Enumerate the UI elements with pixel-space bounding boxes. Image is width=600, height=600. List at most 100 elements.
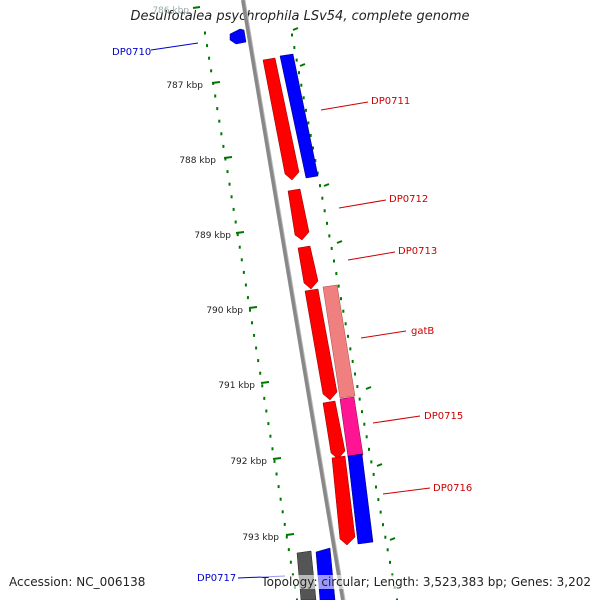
tick-label-788: 788 kbp bbox=[179, 156, 216, 166]
ruler-dot bbox=[321, 196, 324, 200]
ruler-dot bbox=[269, 434, 272, 438]
ruler-dots-right bbox=[291, 33, 398, 600]
label-dp0717[interactable]: DP0717 bbox=[197, 573, 236, 584]
ruler-dot bbox=[291, 573, 294, 577]
ruler-dot bbox=[314, 159, 317, 163]
ruler-dot bbox=[251, 321, 254, 325]
gene-dp0716-forward[interactable] bbox=[331, 455, 356, 546]
genes bbox=[229, 28, 374, 600]
leader-dp0712 bbox=[338, 199, 387, 209]
ruler-dot bbox=[384, 535, 387, 539]
ruler-dot bbox=[309, 133, 312, 137]
ruler-dot bbox=[377, 498, 380, 502]
ruler-dot bbox=[285, 535, 288, 539]
leader-gatb bbox=[360, 330, 407, 339]
gene-dp0711-reverse[interactable] bbox=[279, 53, 319, 179]
tick-mark bbox=[376, 463, 383, 467]
topology-text: Topology: circular; Length: 3,523,383 bp… bbox=[261, 575, 591, 589]
leader-dp0715 bbox=[372, 415, 421, 424]
gene-dp0715-forward[interactable] bbox=[322, 400, 346, 460]
gene-gatb-forward[interactable] bbox=[304, 288, 338, 401]
tick-mark bbox=[389, 537, 396, 541]
ruler-dot bbox=[281, 510, 284, 514]
ruler-dot bbox=[389, 560, 391, 564]
gene-gatb[interactable] bbox=[322, 284, 356, 399]
ruler-dot bbox=[312, 146, 314, 150]
map-title: Desulfotalea psychrophila LSv54, complet… bbox=[130, 9, 470, 24]
ruler-dot bbox=[226, 170, 229, 174]
tick-label-787: 787 kbp bbox=[166, 81, 203, 91]
label-dp0710[interactable]: DP0710 bbox=[112, 47, 151, 58]
label-dp0713[interactable]: DP0713 bbox=[398, 246, 437, 257]
ruler-dot bbox=[216, 107, 219, 111]
gene-dp0715[interactable] bbox=[339, 396, 364, 458]
gene-dp0711-forward[interactable] bbox=[262, 57, 300, 181]
ruler-dot bbox=[265, 409, 268, 413]
ruler-dot bbox=[259, 371, 262, 375]
label-dp0712[interactable]: DP0712 bbox=[389, 194, 428, 205]
ruler-dot bbox=[347, 334, 349, 338]
tick-mark bbox=[292, 27, 299, 31]
ruler-dot bbox=[295, 58, 298, 62]
ruler-dot bbox=[351, 359, 354, 363]
leader-dp0716 bbox=[382, 487, 431, 495]
ruler-dot bbox=[365, 435, 368, 439]
ruler-dot bbox=[244, 283, 247, 287]
leader-dp0713 bbox=[347, 251, 396, 261]
tick-mark bbox=[336, 240, 343, 244]
ruler-dot bbox=[375, 485, 377, 489]
ruler-dot bbox=[396, 598, 398, 600]
ruler-dot bbox=[386, 548, 389, 552]
ruler-dot bbox=[275, 472, 278, 476]
tick-mark bbox=[260, 381, 270, 384]
gene-dp0716[interactable] bbox=[347, 453, 374, 545]
tick-label-793: 793 kbp bbox=[242, 533, 279, 543]
leader-dp0711 bbox=[320, 101, 369, 111]
ruler-dot bbox=[208, 56, 211, 60]
ruler-dot bbox=[210, 69, 213, 73]
ruler-ticks bbox=[192, 6, 396, 541]
label-dp0715[interactable]: DP0715 bbox=[424, 411, 463, 422]
leader-lines bbox=[150, 42, 431, 579]
ruler-dot bbox=[356, 385, 359, 389]
genome-backbone-highlight bbox=[244, 0, 346, 600]
ruler-dot bbox=[248, 308, 251, 312]
ruler-dot bbox=[218, 119, 221, 123]
gene-dp0713[interactable] bbox=[297, 245, 319, 290]
label-dp0716[interactable]: DP0716 bbox=[433, 483, 472, 494]
ruler-dot bbox=[344, 322, 347, 326]
ruler-dot bbox=[228, 182, 231, 186]
ruler-dot bbox=[206, 44, 209, 48]
ruler-dot bbox=[307, 121, 310, 125]
ruler-dot bbox=[291, 33, 293, 37]
ruler-dot bbox=[349, 347, 352, 351]
ruler-dot bbox=[333, 259, 335, 263]
ruler-dot bbox=[277, 485, 280, 489]
gene-dp0712[interactable] bbox=[287, 188, 310, 241]
gene-label-group: DP0710 DP0711 DP0712 DP0713 gatB DP0715 … bbox=[112, 47, 472, 584]
ruler-dot bbox=[255, 346, 258, 350]
gene-dp0710[interactable] bbox=[229, 28, 247, 45]
label-dp0711[interactable]: DP0711 bbox=[371, 96, 410, 107]
ruler-dot bbox=[234, 220, 237, 224]
tick-mark bbox=[248, 306, 258, 309]
ruler-dot bbox=[337, 284, 340, 288]
ruler-dot bbox=[253, 333, 256, 337]
label-gatb[interactable]: gatB bbox=[411, 326, 434, 337]
ruler-dot bbox=[323, 209, 326, 213]
tick-mark bbox=[192, 6, 201, 9]
tick-label-791: 791 kbp bbox=[218, 381, 255, 391]
ruler-dot bbox=[358, 397, 361, 401]
ruler-dot bbox=[391, 573, 394, 577]
gene-dp0717[interactable] bbox=[315, 547, 336, 600]
tick-mark bbox=[223, 156, 233, 159]
tick-label-786: 786 kbp bbox=[152, 6, 189, 16]
ruler-dot bbox=[289, 560, 292, 564]
leader-dp0710 bbox=[150, 42, 199, 51]
ruler-dot bbox=[271, 447, 274, 451]
ruler-dot bbox=[296, 598, 298, 600]
ruler-dot bbox=[298, 71, 300, 75]
ruler-dot bbox=[283, 522, 286, 526]
accession-text: Accession: NC_006138 bbox=[9, 575, 146, 589]
ruler-dot bbox=[305, 108, 307, 112]
